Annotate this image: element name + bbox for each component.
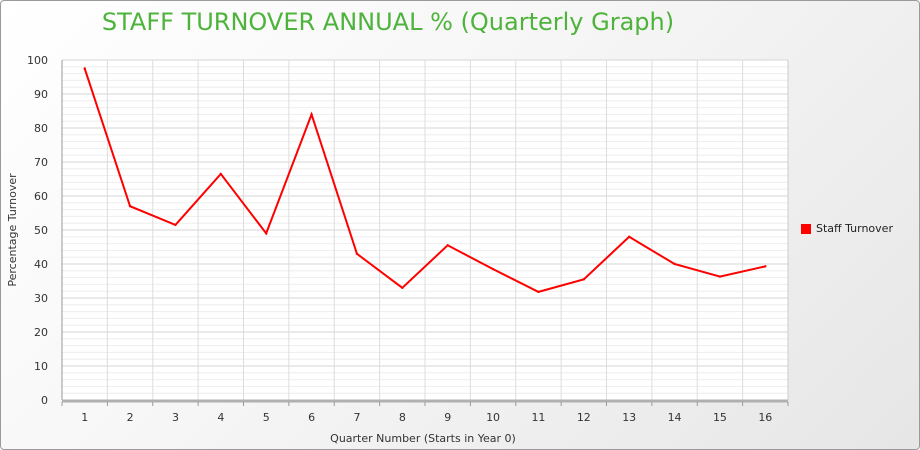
data-point [764, 265, 767, 268]
y-tick-label: 50 [34, 224, 48, 237]
y-tick-label: 40 [34, 258, 48, 271]
data-point [673, 262, 676, 266]
y-tick-label: 20 [34, 326, 48, 339]
x-tick-label: 10 [486, 411, 500, 424]
x-axis-label: Quarter Number (Starts in Year 0) [330, 432, 516, 445]
data-point [219, 172, 223, 176]
y-tick-label: 0 [41, 394, 48, 407]
y-tick-label: 100 [27, 54, 48, 67]
y-tick-label: 10 [34, 360, 48, 373]
legend: Staff Turnover [801, 222, 893, 235]
x-tick-label: 6 [308, 411, 315, 424]
data-point [627, 235, 631, 238]
y-tick-label: 30 [34, 292, 48, 305]
y-tick-label: 60 [34, 190, 48, 203]
data-point [446, 244, 449, 247]
data-point [128, 205, 132, 208]
x-tick-label: 15 [713, 411, 727, 424]
data-point [582, 278, 586, 281]
data-point [264, 232, 268, 235]
x-tick-label: 8 [399, 411, 406, 424]
legend-swatch [801, 223, 811, 234]
data-point [401, 286, 404, 289]
x-tick-label: 1 [81, 411, 88, 424]
data-point [355, 252, 359, 255]
x-tick-label: 12 [577, 411, 591, 424]
y-tick-label: 70 [34, 156, 48, 169]
y-tick-label: 80 [34, 122, 48, 135]
data-point [83, 67, 86, 70]
legend-label-staff-turnover: Staff Turnover [816, 222, 893, 235]
y-tick-label: 90 [34, 88, 48, 101]
x-tick-label: 4 [217, 411, 224, 424]
x-tick-label: 9 [444, 411, 451, 424]
data-point [718, 275, 722, 278]
x-tick-label: 16 [758, 411, 772, 424]
x-tick-label: 7 [353, 411, 360, 424]
x-tick-label: 5 [263, 411, 270, 424]
x-tick-label: 11 [531, 411, 545, 424]
chart-title: STAFF TURNOVER ANNUAL % (Quarterly Graph… [101, 8, 675, 36]
data-point [491, 267, 495, 271]
data-point [537, 290, 540, 294]
series-line-staff-turnover [83, 68, 766, 293]
x-tick-label: 2 [127, 411, 134, 424]
data-point [310, 113, 313, 116]
y-axis-label: Percentage Turnover [6, 173, 19, 287]
x-tick-label: 13 [622, 411, 636, 424]
data-point [174, 223, 177, 227]
x-tick-label: 3 [172, 411, 179, 424]
x-tick-label: 14 [668, 411, 682, 424]
